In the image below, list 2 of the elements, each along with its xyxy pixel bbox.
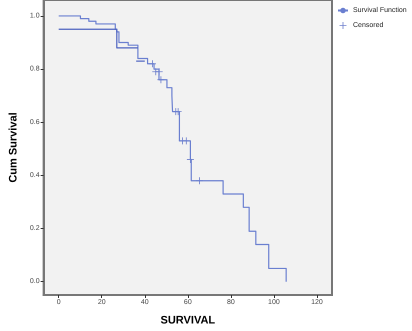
x-axis-title: SURVIVAL bbox=[160, 314, 216, 326]
y-axis-title: Cum Survival bbox=[8, 112, 20, 183]
